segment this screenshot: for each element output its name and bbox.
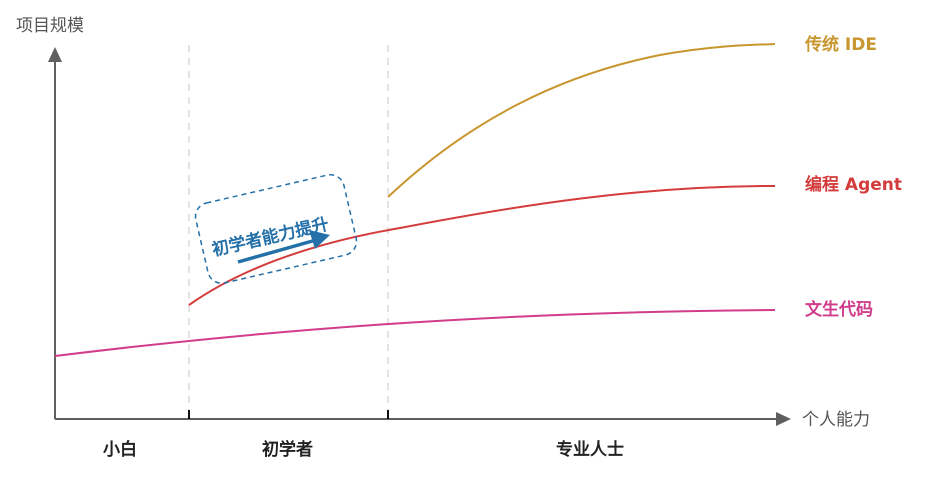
stage-label-beginner: 小白	[103, 440, 137, 460]
stage-label-professional: 专业人士	[556, 440, 624, 460]
series-coding-agent-line	[188, 185, 776, 306]
x-axis-title: 个人能力	[802, 410, 870, 430]
series-text-to-code-line	[54, 309, 776, 357]
legend-coding-agent: 编程 Agent	[805, 175, 903, 195]
x-axis-arrow-icon	[776, 412, 791, 426]
legend-text-to-code: 文生代码	[805, 300, 873, 320]
annotation-box	[194, 173, 358, 285]
annotation-arrow-shaft	[237, 238, 317, 264]
y-axis-title: 项目规模	[16, 16, 84, 36]
annotation-arrow-icon	[309, 230, 330, 249]
legend-traditional-ide: 传统 IDE	[805, 35, 877, 55]
series-traditional-ide-line	[387, 43, 776, 198]
y-axis-arrow-icon	[48, 47, 62, 62]
stage-label-novice: 初学者	[262, 440, 313, 460]
